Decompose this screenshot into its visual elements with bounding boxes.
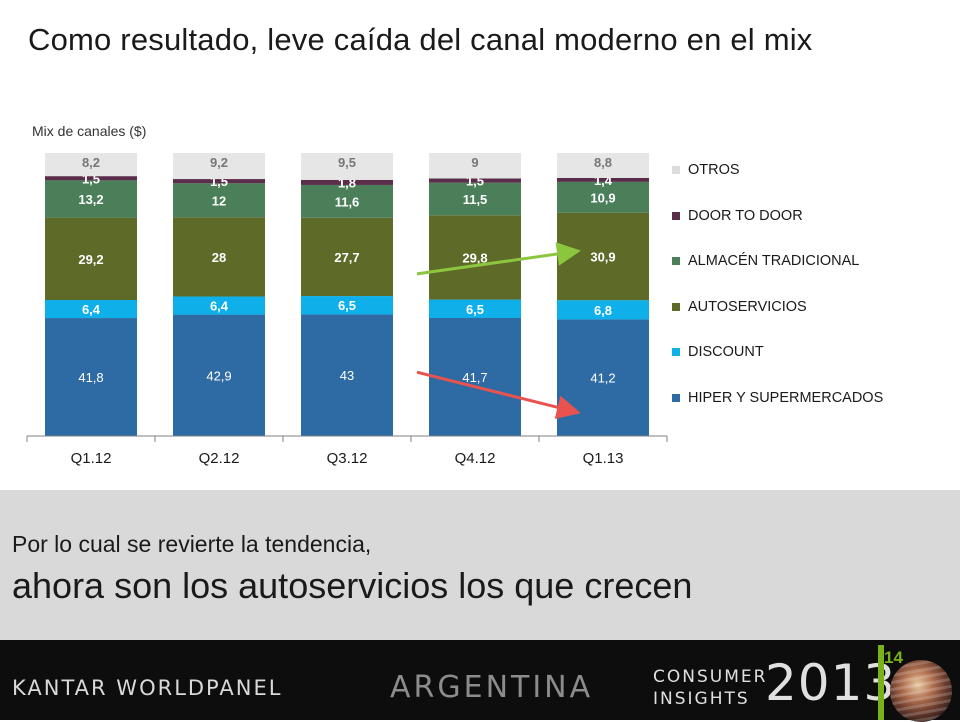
bar-segment: [301, 153, 393, 180]
conclusion-line-2: ahora son los autoservicios los que crec…: [12, 565, 693, 606]
data-label: 6,5: [338, 298, 356, 313]
data-label: 41,8: [78, 370, 103, 385]
data-label: 9,2: [210, 155, 228, 170]
legend-swatch: [672, 393, 680, 402]
data-label: 11,6: [335, 194, 360, 209]
trend-down-arrow: [416, 370, 581, 419]
data-label: 6,4: [210, 299, 229, 314]
bar-segment: [45, 318, 137, 436]
x-tick-label: Q3.12: [327, 450, 368, 467]
bar-segment: [301, 184, 393, 218]
bar-segment: [45, 180, 137, 218]
bar-segment: [557, 177, 649, 182]
x-tick-label: Q1.13: [583, 450, 624, 467]
stacked-bar-chart: 41,8 42,9 43 41,7 41,2 6,4 6,4 6,5 6,5 6,8 29,2 28 2…: [26, 153, 668, 467]
data-label: 29,8: [462, 250, 487, 265]
data-label: 6,5: [466, 302, 484, 317]
bar-segment: [429, 178, 521, 183]
page-number: 14: [884, 648, 903, 667]
legend-label: ALMACÉN TRADICIONAL: [688, 253, 860, 269]
bar-segment: [173, 179, 265, 184]
bar-segment: [173, 153, 265, 180]
data-label: 30,9: [590, 249, 615, 264]
globe-icon: [890, 660, 952, 722]
bar-segment: [301, 314, 393, 436]
globe-texture: [890, 660, 952, 722]
legend-item: OTROS: [672, 160, 740, 180]
data-label: 43: [340, 368, 354, 383]
data-label: 10,9: [590, 190, 615, 205]
data-label: 12: [212, 193, 226, 208]
trend-up-arrow: [416, 242, 581, 276]
conclusion-band: [0, 490, 960, 640]
data-label: 41,2: [590, 371, 615, 386]
country-label: ARGENTINA: [390, 670, 594, 705]
bar-segment: [301, 217, 393, 297]
data-label: 28: [212, 250, 226, 265]
data-label: 42,9: [206, 368, 231, 383]
legend-label: AUTOSERVICIOS: [688, 298, 807, 315]
data-label: 8,2: [82, 155, 100, 170]
data-label: 27,7: [334, 250, 359, 265]
legend-label: DOOR TO DOOR: [688, 207, 803, 224]
bar-segment: [429, 317, 521, 436]
data-label: 6,8: [594, 303, 612, 318]
x-tick-label: Q1.12: [71, 450, 112, 467]
legend-label: OTROS: [688, 162, 740, 178]
legend-item: AUTOSERVICIOS: [672, 297, 807, 317]
legend-item: HIPER Y SUPERMERCADOS: [672, 388, 883, 408]
data-label: 29,2: [78, 252, 103, 267]
legend-label: DISCOUNT: [688, 344, 764, 360]
bar-segment: [45, 217, 137, 301]
bar-segment: [429, 299, 521, 318]
bar-segment: [45, 153, 137, 177]
x-tick-label: Q4.12: [455, 450, 496, 467]
bar-segment: [557, 153, 649, 178]
insights-label: INSIGHTS: [653, 689, 750, 709]
bar-segment: [557, 181, 649, 213]
bar-segment: [45, 300, 137, 319]
legend-swatch: [672, 302, 680, 311]
bar-segment: [45, 176, 137, 181]
legend-label: HIPER Y SUPERMERCADOS: [688, 389, 884, 406]
bar-segment: [301, 296, 393, 315]
bar-segment: [429, 182, 521, 216]
legend-item: DOOR TO DOOR: [672, 206, 803, 226]
data-label: 13,2: [78, 192, 103, 207]
accent-divider: [878, 645, 884, 720]
data-label: 11,5: [463, 192, 488, 207]
slide-title: Como resultado, leve caída del canal mod…: [28, 22, 813, 57]
x-tick-label: Q2.12: [199, 450, 240, 467]
legend-swatch: [672, 257, 680, 265]
chart-subtitle: Mix de canales ($): [32, 123, 147, 139]
bar-segment: [173, 217, 265, 297]
legend-item: ALMACÉN TRADICIONAL: [672, 251, 859, 271]
bar-segment: [173, 314, 265, 436]
data-label: 9,5: [338, 155, 356, 170]
consumer-label: CONSUMER: [653, 667, 768, 687]
conclusion-line-1: Por lo cual se revierte la tendencia,: [12, 531, 372, 557]
bar-segment: [173, 296, 265, 315]
footer-bar: [0, 640, 960, 720]
data-label: 9: [471, 155, 478, 170]
legend-swatch: [672, 211, 680, 220]
data-label: 6,4: [82, 302, 101, 317]
legend-item: DISCOUNT: [672, 342, 764, 362]
legend-swatch: [672, 348, 680, 356]
bar-segment: [557, 300, 649, 320]
bar-segment: [429, 215, 521, 300]
legend-swatch: [672, 166, 680, 174]
bar-segment: [429, 153, 521, 179]
data-label: 41,7: [462, 370, 487, 385]
kantar-worldpanel-logo: KANTAR WORLDPANEL: [12, 676, 283, 700]
year-label: 2013: [765, 654, 897, 712]
bar-segment: [173, 183, 265, 218]
data-label: 8,8: [594, 155, 612, 170]
bar-segment: [301, 179, 393, 185]
